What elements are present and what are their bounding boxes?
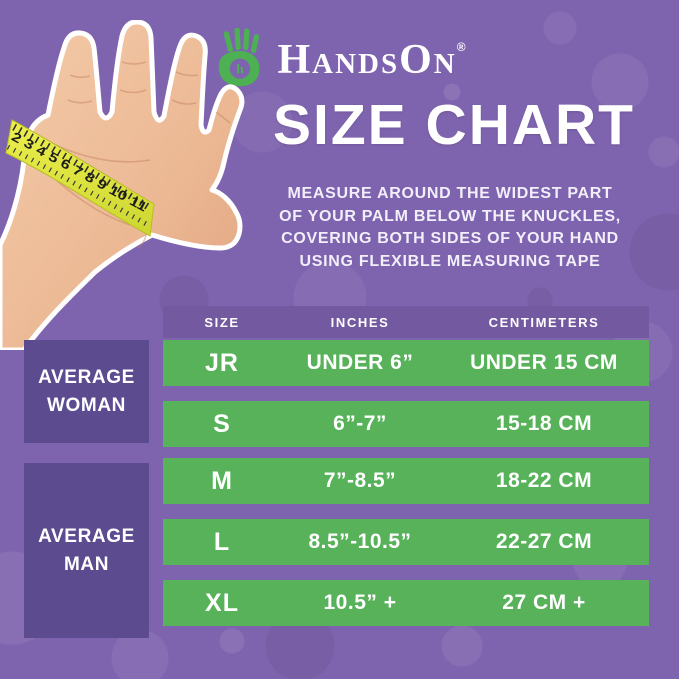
centimeters-cell: 15-18 CM	[495, 412, 593, 435]
inches-cell: 8.5”-10.5”	[308, 530, 412, 553]
instruction-line: COVERING BOTH SIDES OF YOUR HAND	[281, 230, 619, 247]
registered-trademark: ®	[456, 40, 468, 54]
group-label-line: MAN	[63, 553, 110, 575]
group-label-line: WOMAN	[47, 394, 126, 416]
centimeters-cell: UNDER 15 CM	[470, 351, 618, 374]
header-size: SIZE	[204, 314, 240, 330]
size-cell: XL	[205, 588, 239, 617]
size-cell: M	[211, 466, 233, 495]
centimeters-cell: 27 CM +	[502, 591, 586, 614]
logo-palm-circle	[230, 58, 251, 79]
handson-logo-icon: h	[219, 28, 260, 87]
inches-cell: 7”-8.5”	[323, 469, 397, 492]
measuring-instructions: MEASURE AROUND THE WIDEST PART OF YOUR P…	[228, 183, 672, 273]
hand-illustration: 2 3 4 5 6 7 8 9 10 11	[0, 19, 245, 353]
size-cell: S	[213, 409, 231, 438]
page-title: SIZE CHART	[273, 93, 635, 157]
instruction-line: USING FLEXIBLE MEASURING TAPE	[299, 252, 601, 270]
header-inches: INCHES	[330, 314, 390, 330]
measuring-tape	[5, 119, 155, 237]
tape-major-ticks	[12, 123, 152, 211]
logo-inner-mark: h	[237, 62, 245, 77]
inches-cell: UNDER 6”	[306, 351, 414, 374]
brand-logo: h HandsOn®	[0, 28, 679, 92]
brand-name: HandsOn®	[277, 37, 468, 83]
group-label-average-woman: AVERAGE WOMAN	[24, 340, 149, 443]
group-label-line: AVERAGE	[38, 525, 135, 547]
header-centimeters: CENTIMETERS	[488, 314, 600, 330]
centimeters-cell: 18-22 CM	[495, 469, 593, 492]
table-row-jr: JR UNDER 6” UNDER 15 CM	[163, 340, 649, 386]
inches-cell: 6”-7”	[333, 412, 387, 435]
size-cell: JR	[205, 348, 239, 377]
size-cell: L	[213, 527, 231, 556]
inches-cell: 10.5” +	[323, 591, 397, 614]
instruction-line: MEASURE AROUND THE WIDEST PART	[287, 185, 613, 202]
table-row-m: M 7”-8.5” 18-22 CM	[163, 458, 649, 504]
hand-with-measuring-tape-image: 2 3 4 5 6 7 8 9 10 11	[0, 19, 250, 353]
table-row-xl: XL 10.5” + 27 CM +	[163, 580, 649, 626]
instruction-line: OF YOUR PALM BELOW THE KNUCKLES,	[279, 207, 621, 225]
table-row-l: L 8.5”-10.5” 22-27 CM	[163, 519, 649, 565]
group-label-average-man: AVERAGE MAN	[24, 463, 149, 638]
size-table-header: SIZE INCHES CENTIMETERS	[163, 306, 649, 338]
centimeters-cell: 22-27 CM	[495, 530, 593, 553]
group-label-line: AVERAGE	[38, 366, 135, 388]
table-row-s: S 6”-7” 15-18 CM	[163, 401, 649, 447]
